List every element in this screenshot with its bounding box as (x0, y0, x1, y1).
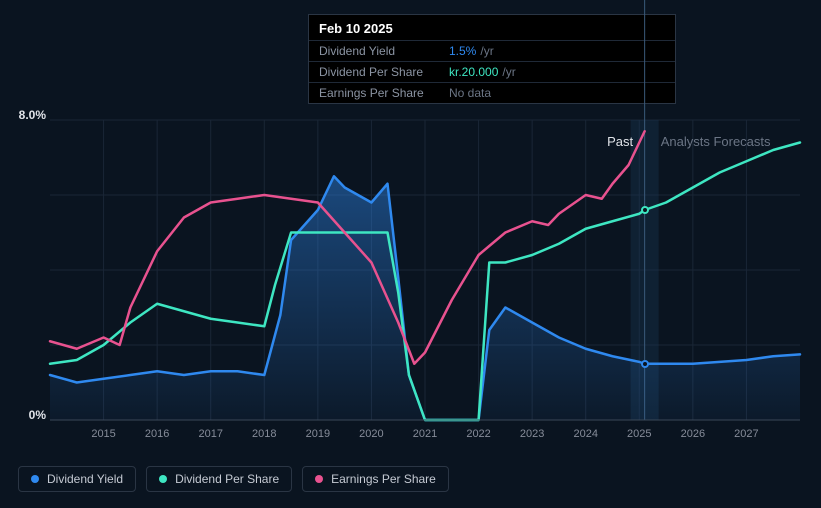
legend-label: Earnings Per Share (331, 472, 436, 486)
past-region-label: Past (607, 134, 633, 149)
x-axis-tick-label: 2020 (359, 428, 383, 440)
tooltip-row-value: kr.20.000/yr (449, 65, 516, 79)
tooltip-row-value: No data (449, 86, 495, 100)
legend-dot-icon (31, 475, 39, 483)
x-axis-tick-label: 2027 (734, 428, 758, 440)
chart-tooltip: Feb 10 2025 Dividend Yield1.5%/yrDividen… (308, 14, 676, 104)
x-axis-tick-label: 2026 (681, 428, 705, 440)
legend-item[interactable]: Earnings Per Share (302, 466, 449, 492)
x-axis-tick-label: 2019 (306, 428, 330, 440)
legend-item[interactable]: Dividend Per Share (146, 466, 292, 492)
tooltip-row-label: Dividend Per Share (319, 65, 449, 79)
tooltip-row-unit: /yr (502, 65, 515, 79)
legend-dot-icon (315, 475, 323, 483)
x-axis-tick-label: 2022 (466, 428, 490, 440)
legend-item[interactable]: Dividend Yield (18, 466, 136, 492)
tooltip-row: Earnings Per ShareNo data (309, 82, 675, 103)
x-axis-tick-label: 2021 (413, 428, 437, 440)
tooltip-date: Feb 10 2025 (309, 15, 675, 40)
x-axis-tick-label: 2017 (198, 428, 222, 440)
dividend-chart: Feb 10 2025 Dividend Yield1.5%/yrDividen… (0, 0, 821, 508)
tooltip-row: Dividend Yield1.5%/yr (309, 40, 675, 61)
x-axis-tick-label: 2016 (145, 428, 169, 440)
forecast-region-label: Analysts Forecasts (661, 134, 771, 149)
x-axis-tick-label: 2024 (573, 428, 597, 440)
series-marker (641, 360, 649, 368)
plot-area[interactable]: Past Analysts Forecasts (50, 120, 800, 420)
tooltip-row-label: Earnings Per Share (319, 86, 449, 100)
series-marker (641, 206, 649, 214)
legend-dot-icon (159, 475, 167, 483)
legend-label: Dividend Yield (47, 472, 123, 486)
x-axis-tick-label: 2023 (520, 428, 544, 440)
tooltip-row-label: Dividend Yield (319, 44, 449, 58)
tooltip-row-unit: /yr (480, 44, 493, 58)
x-axis-tick-label: 2018 (252, 428, 276, 440)
legend-label: Dividend Per Share (175, 472, 279, 486)
tooltip-row: Dividend Per Sharekr.20.000/yr (309, 61, 675, 82)
chart-legend: Dividend Yield Dividend Per Share Earnings… (18, 466, 449, 492)
x-axis-tick-label: 2025 (627, 428, 651, 440)
y-axis-max-label: 8.0% (6, 108, 46, 122)
tooltip-row-value: 1.5%/yr (449, 44, 494, 58)
y-axis-min-label: 0% (6, 408, 46, 422)
x-axis-tick-label: 2015 (91, 428, 115, 440)
